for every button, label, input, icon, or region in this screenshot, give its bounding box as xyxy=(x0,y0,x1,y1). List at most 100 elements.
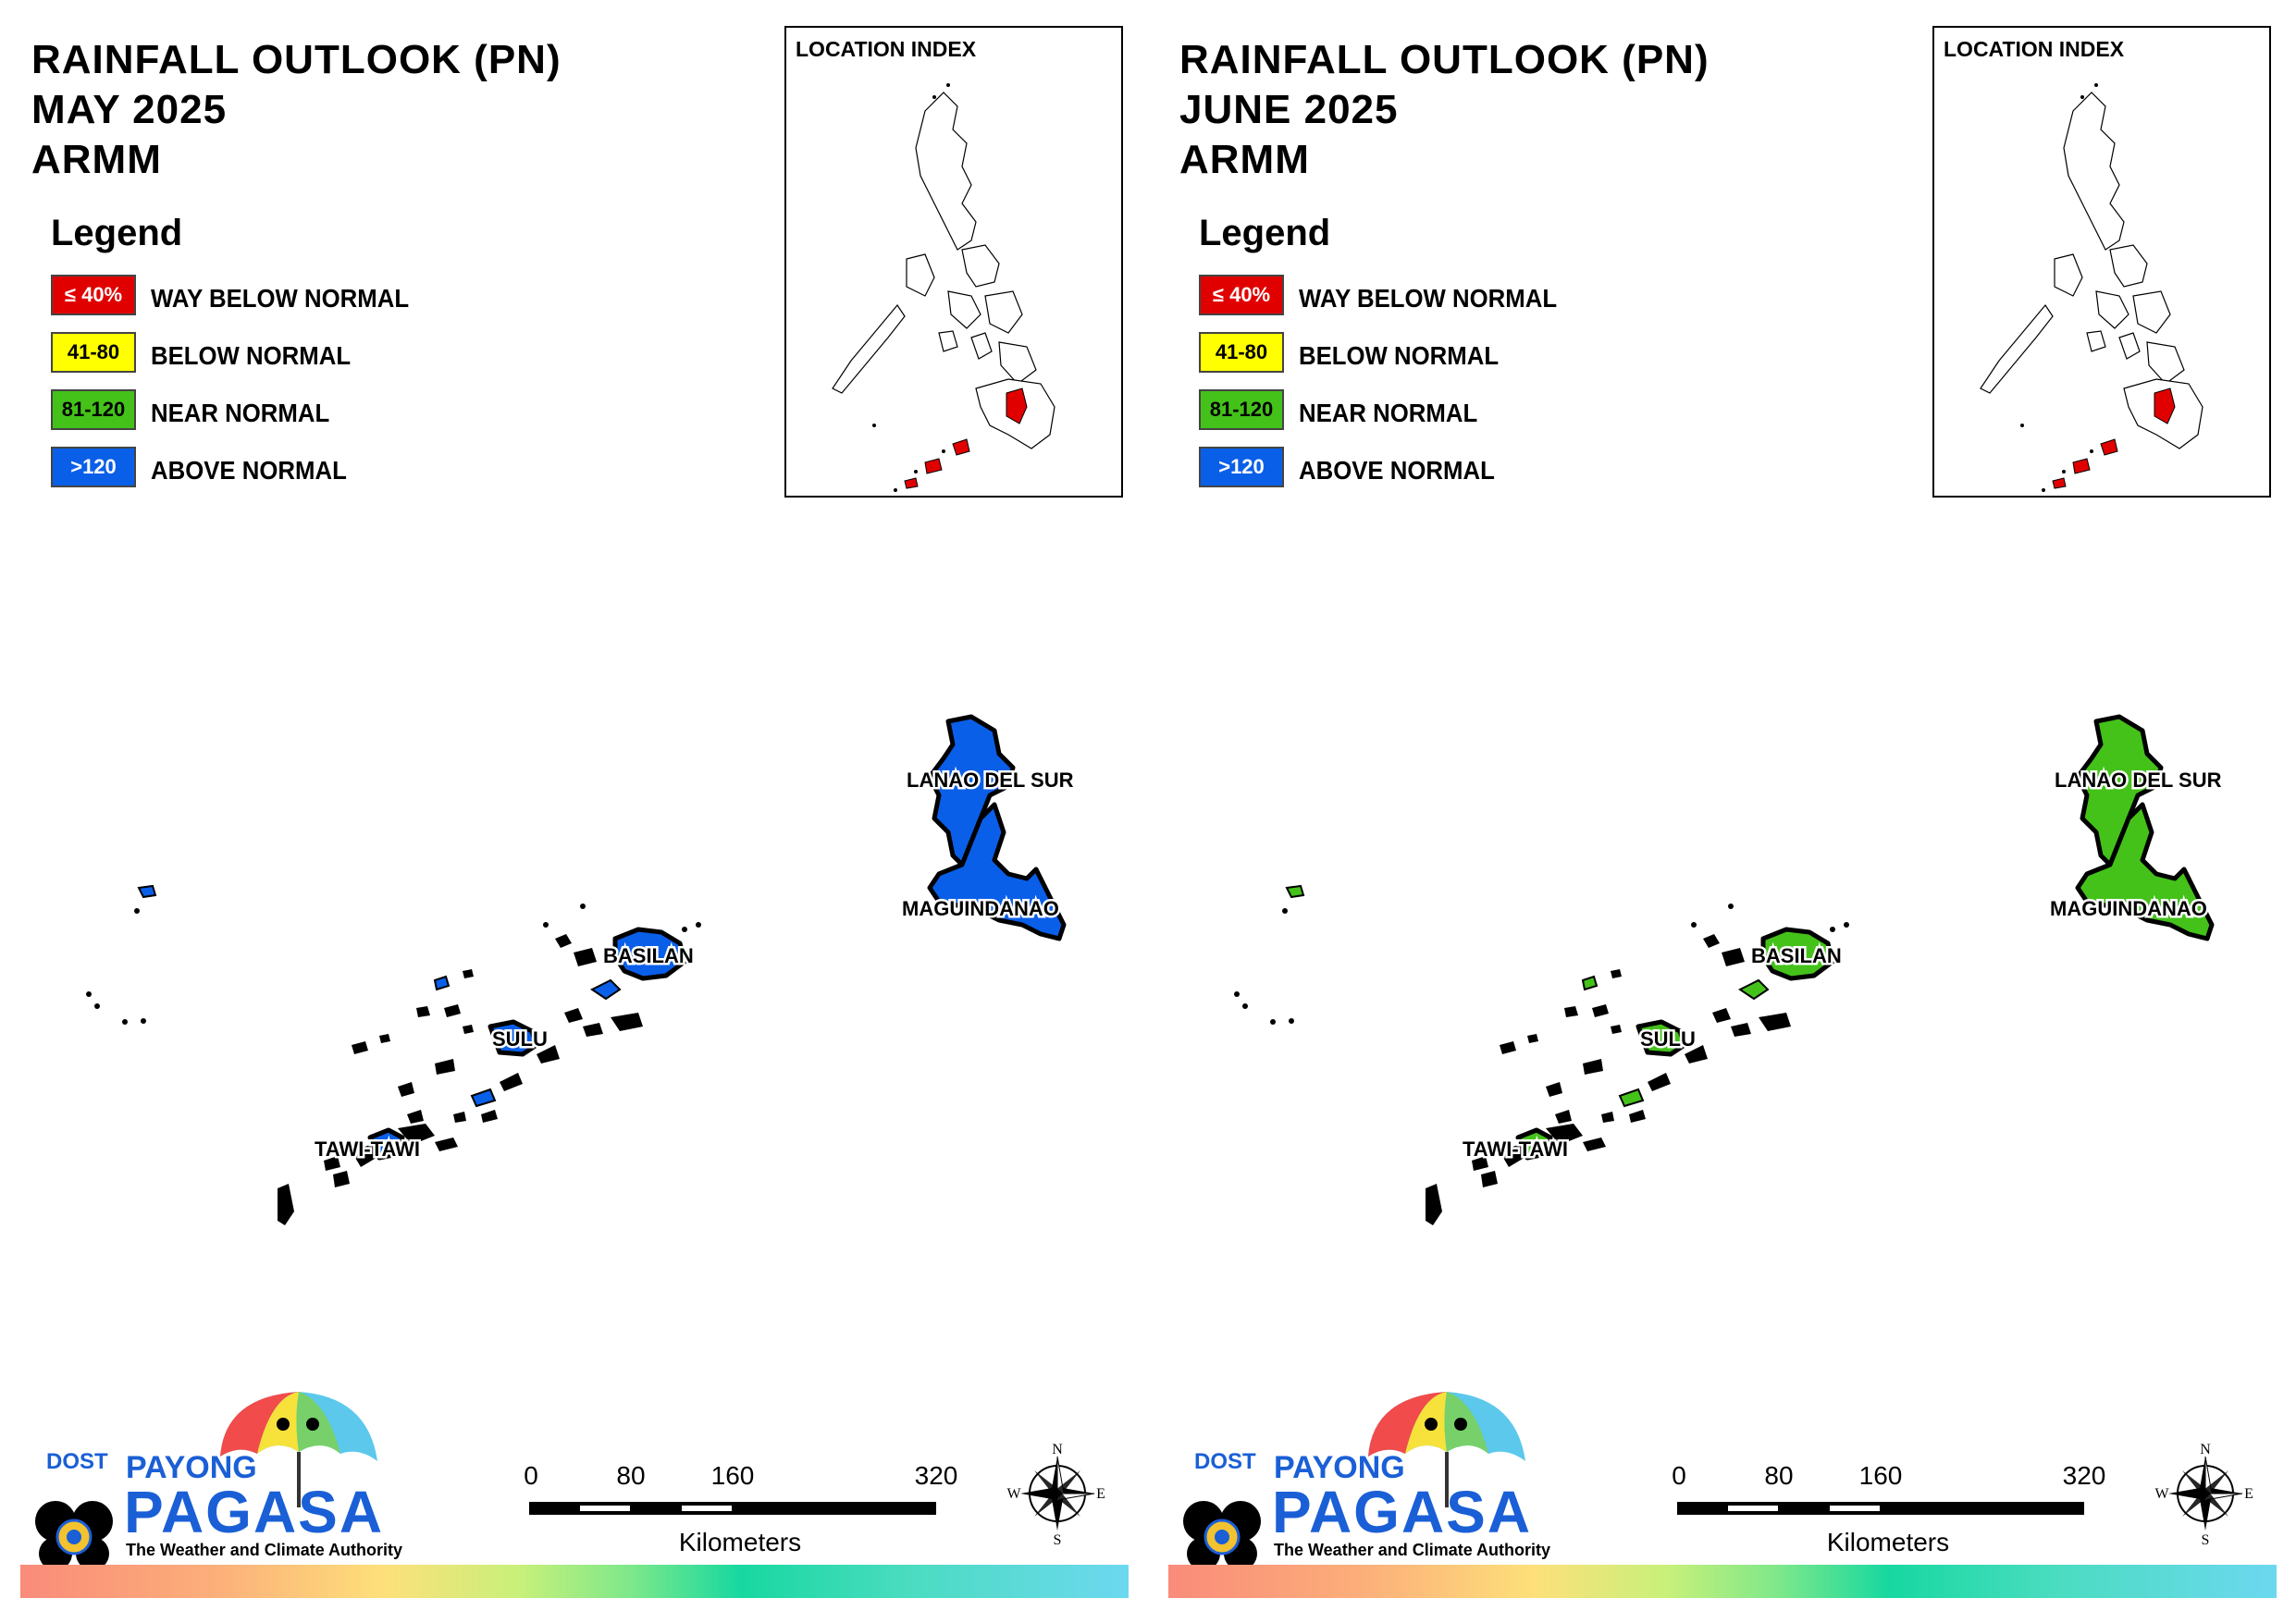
compass-s: S xyxy=(1054,1532,1062,1544)
title-line-3: ARMM xyxy=(1179,137,1310,182)
legend-label: BELOW NORMAL xyxy=(1299,341,1500,370)
legend-row-below: 41-80 BELOW NORMAL xyxy=(51,332,351,389)
province-sulu xyxy=(488,1019,539,1057)
scale-tick: 320 xyxy=(914,1461,958,1490)
color-strip xyxy=(1168,1565,2277,1598)
title-line-3: ARMM xyxy=(31,137,162,182)
legend-swatch: 81-120 xyxy=(51,389,136,430)
scale-tick: 160 xyxy=(1858,1461,1903,1490)
title-block: RAINFALL OUTLOOK (PN) JUNE 2025 ARMM xyxy=(1179,35,1710,185)
logo-tagline: The Weather and Climate Authority xyxy=(1274,1541,1551,1559)
scale-tick: 80 xyxy=(1764,1461,1794,1490)
legend: Legend ≤ 40% WAY BELOW NORMAL 41-80 BELO… xyxy=(1199,213,1557,504)
legend-label: WAY BELOW NORMAL xyxy=(1299,284,1558,313)
scale-tick: 160 xyxy=(710,1461,755,1490)
north-arrow: N S E W xyxy=(2154,1442,2256,1548)
scale-units: Kilometers xyxy=(678,1528,802,1556)
compass-e: E xyxy=(1096,1486,1105,1502)
philippines-locator-map xyxy=(832,83,1055,492)
umbrella-icon xyxy=(35,1392,377,1568)
title-line-2: JUNE 2025 xyxy=(1179,87,1399,132)
legend-swatch: 81-120 xyxy=(1199,389,1284,430)
province-sulu xyxy=(1636,1019,1687,1057)
logo-dost: DOST xyxy=(1194,1449,1256,1474)
pagasa-logo: DOST PAYONG PAGASA The Weather and Clima… xyxy=(35,1369,405,1568)
legend-row-way-below: ≤ 40% WAY BELOW NORMAL xyxy=(1199,275,1557,332)
legend-row-near: 81-120 NEAR NORMAL xyxy=(51,389,329,447)
legend: Legend ≤ 40% WAY BELOW NORMAL 41-80 BELO… xyxy=(51,213,409,504)
scale-bar: 0 80 160 320 Kilometers xyxy=(524,1461,957,1556)
compass-w: W xyxy=(1006,1486,1021,1502)
label-lanao-del-sur: LANAO DEL SUR xyxy=(907,768,1074,792)
legend-swatch: 41-80 xyxy=(51,332,136,373)
compass-n: N xyxy=(1052,1443,1063,1457)
legend-label: BELOW NORMAL xyxy=(151,341,352,370)
pagasa-logo: DOST PAYONG PAGASA The Weather and Clima… xyxy=(1183,1369,1553,1568)
legend-swatch: >120 xyxy=(51,447,136,487)
label-tawi-tawi: TAWI-TAWI xyxy=(315,1137,420,1161)
logo-tagline: The Weather and Climate Authority xyxy=(126,1541,403,1559)
province-maguindanao xyxy=(927,802,1067,941)
scale-tick: 80 xyxy=(616,1461,646,1490)
province-maguindanao xyxy=(2075,802,2215,941)
title-line-1: RAINFALL OUTLOOK (PN) xyxy=(1179,37,1710,82)
color-strip xyxy=(20,1565,1129,1598)
location-index: LOCATION INDEX xyxy=(1932,26,2271,498)
label-tawi-tawi: TAWI-TAWI xyxy=(1463,1137,1568,1161)
legend-label: NEAR NORMAL xyxy=(1299,399,1478,427)
compass-rose-icon: N S E W xyxy=(1006,1442,1105,1548)
legend-label: ABOVE NORMAL xyxy=(1299,456,1495,485)
legend-row-near: 81-120 NEAR NORMAL xyxy=(1199,389,1477,447)
footer: DOST PAYONG PAGASA The Weather and Clima… xyxy=(1148,1369,2296,1623)
title-block: RAINFALL OUTLOOK (PN) MAY 2025 ARMM xyxy=(31,35,562,185)
armm-map: LANAO DEL SUR MAGUINDANAO BASILAN SULU T… xyxy=(86,714,1076,1225)
logo-dost: DOST xyxy=(46,1449,108,1474)
compass-n: N xyxy=(2200,1443,2211,1457)
label-maguindanao: MAGUINDANAO xyxy=(902,897,1059,920)
location-index-title: LOCATION INDEX xyxy=(796,37,977,61)
compass-s: S xyxy=(2202,1532,2210,1544)
legend-row-above: >120 ABOVE NORMAL xyxy=(51,447,347,504)
label-sulu: SULU xyxy=(1640,1027,1696,1051)
legend-row-way-below: ≤ 40% WAY BELOW NORMAL xyxy=(51,275,409,332)
province-basilan xyxy=(612,927,687,981)
scale-bar: 0 80 160 320 Kilometers xyxy=(1672,1461,2105,1556)
legend-title: Legend xyxy=(51,213,183,253)
map-panel-june: RAINFALL OUTLOOK (PN) JUNE 2025 ARMM Leg… xyxy=(1148,0,2296,1623)
scale-units: Kilometers xyxy=(1826,1528,1950,1556)
title-line-2: MAY 2025 xyxy=(31,87,228,132)
province-basilan xyxy=(1760,927,1835,981)
compass-rose-icon: N S E W xyxy=(2154,1442,2253,1548)
north-arrow: N S E W xyxy=(1006,1442,1108,1548)
compass-w: W xyxy=(2154,1486,2169,1502)
map-panel-may: RAINFALL OUTLOOK (PN) MAY 2025 ARMM Lege… xyxy=(0,26,1148,1623)
footer: DOST PAYONG PAGASA The Weather and Clima… xyxy=(0,1369,1148,1623)
philippines-locator-map xyxy=(1980,83,2203,492)
label-sulu: SULU xyxy=(492,1027,548,1051)
legend-swatch: ≤ 40% xyxy=(1199,275,1284,315)
legend-label: NEAR NORMAL xyxy=(151,399,330,427)
legend-swatch: 41-80 xyxy=(1199,332,1284,373)
scale-bar-graphic xyxy=(529,1502,936,1515)
legend-label: ABOVE NORMAL xyxy=(151,456,347,485)
label-lanao-del-sur: LANAO DEL SUR xyxy=(2055,768,2222,792)
legend-swatch: ≤ 40% xyxy=(51,275,136,315)
label-maguindanao: MAGUINDANAO xyxy=(2050,897,2207,920)
label-basilan: BASILAN xyxy=(1751,944,1842,967)
scale-tick: 320 xyxy=(2062,1461,2106,1490)
scale-tick: 0 xyxy=(1672,1461,1686,1490)
label-basilan: BASILAN xyxy=(603,944,694,967)
armm-map: LANAO DEL SUR MAGUINDANAO BASILAN SULU T… xyxy=(1234,714,2224,1225)
legend-label: WAY BELOW NORMAL xyxy=(151,284,410,313)
logo-payong: PAYONG xyxy=(126,1450,257,1485)
compass-e: E xyxy=(2244,1486,2253,1502)
logo-pagasa: PAGASA xyxy=(124,1479,385,1545)
location-index: LOCATION INDEX xyxy=(784,26,1123,498)
legend-swatch: >120 xyxy=(1199,447,1284,487)
legend-title: Legend xyxy=(1199,213,1331,253)
legend-row-below: 41-80 BELOW NORMAL xyxy=(1199,332,1499,389)
location-index-title: LOCATION INDEX xyxy=(1944,37,2125,61)
title-line-1: RAINFALL OUTLOOK (PN) xyxy=(31,37,562,82)
logo-payong: PAYONG xyxy=(1274,1450,1405,1485)
umbrella-icon xyxy=(1183,1392,1525,1568)
